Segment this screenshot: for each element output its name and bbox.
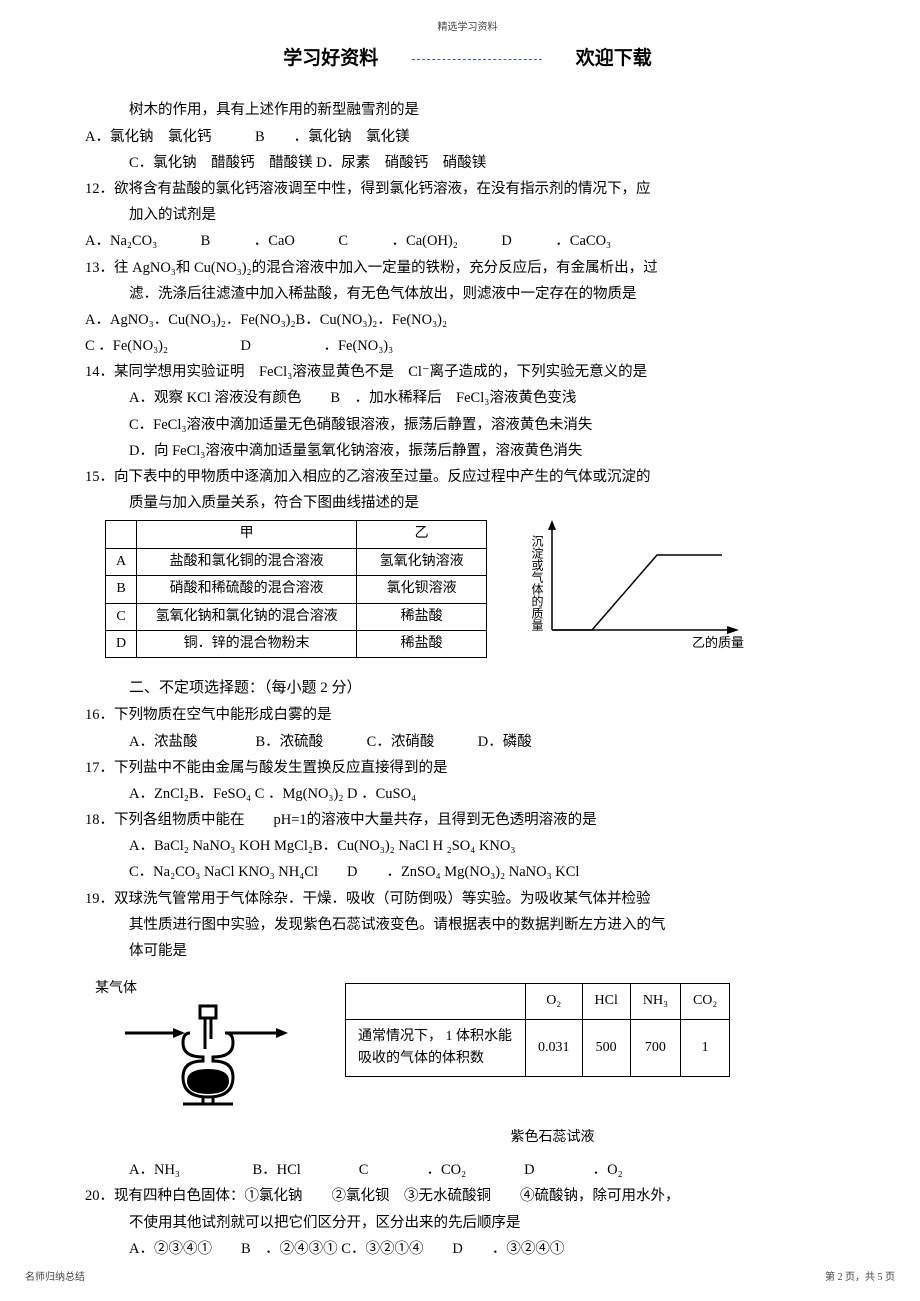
q18-line1: 18．下列各组物质中能在 pH=1的溶液中大量共存，且得到无色透明溶液的是: [85, 809, 850, 832]
q18-opt-c: C．Na₂CO₃ NaCl KNO₃ NH₄Cl D ．ZnSO₄ Mg(NO₃…: [85, 861, 850, 884]
q16-opts: A．浓盐酸 B．浓硫酸 C．浓硝酸 D．磷酸: [85, 731, 850, 754]
section-2-title: 二、不定项选择题：（每小题 2 分）: [85, 676, 850, 700]
content-body: 树木的作用，具有上述作用的新型融雪剂的是 A．氯化钠 氯化钙 B ．氯化钠 氯化…: [85, 99, 850, 1261]
q20-opts: A．②③④① B ．②④③① C．③②①④ D ．③②④①: [85, 1238, 850, 1261]
q12-opts: A．Na₂CO₃ B ．CaO C ．Ca(OH)₂ D ．CaCO₃: [85, 230, 850, 253]
table-cell: B: [106, 576, 137, 603]
q19-opts: A．NH₃ B．HCl C ．CO₂ D ．O₂: [85, 1159, 850, 1182]
q19-line1: 19．双球洗气管常用于气体除杂．干燥．吸收（可防倒吸）等实验。为吸收某气体并检验: [85, 888, 850, 911]
table-cell: D: [106, 630, 137, 657]
table-cell: 700: [630, 1019, 680, 1077]
q11-tail: 树木的作用，具有上述作用的新型融雪剂的是: [85, 99, 850, 122]
q17-opts: A．ZnCl₂B．FeSO₄ C ．Mg(NO₃)₂ D ．CuSO₄: [85, 783, 850, 806]
q13-opt-c: C ．Fe(NO₃)₂ D ．Fe(NO₃)₃: [85, 335, 850, 358]
apparatus-icon: [125, 1001, 305, 1116]
table-cell: C: [106, 603, 137, 630]
q14-opt-d: D．向 FeCl₃溶液中滴加适量氢氧化钠溶液，振荡后静置，溶液黄色消失: [85, 440, 850, 463]
header-right: 欢迎下载: [576, 44, 652, 74]
graph-ylabel: 沉淀或气体的质量: [530, 535, 544, 631]
q14-line1: 14．某同学想用实验证明 FeCl₃溶液显黄色不是 Cl⁻离子造成的，下列实验无…: [85, 361, 850, 384]
q16-line1: 16．下列物质在空气中能形成白雾的是: [85, 704, 850, 727]
table-cell: 氢氧化钠和氯化钠的混合溶液: [137, 603, 357, 630]
q19-th-hcl: HCl: [582, 984, 630, 1019]
q13-line2: 滤．洗涤后往滤渣中加入稀盐酸，有无色气体放出，则滤液中一定存在的物质是: [85, 283, 850, 306]
q19-line2: 其性质进行图中实验，发现紫色石蕊试液变色。请根据表中的数据判断左方进入的气: [85, 914, 850, 937]
q13-line1: 13．往 AgNO₃和 Cu(NO₃)₂的混合溶液中加入一定量的铁粉，充分反应后…: [85, 257, 850, 280]
q19-th-blank: [346, 984, 526, 1019]
q15-th-0: [106, 521, 137, 548]
q19-th-o2: O₂: [526, 984, 583, 1019]
table-cell: 铜．锌的混合物粉末: [137, 630, 357, 657]
table-cell: 氢氧化钠溶液: [357, 548, 487, 575]
table-cell: 氯化钡溶液: [357, 576, 487, 603]
footer-left: 名师归纳总结: [25, 1270, 85, 1286]
table-cell: 0.031: [526, 1019, 583, 1077]
table-cell: A: [106, 548, 137, 575]
header-left: 学习好资料: [283, 44, 378, 74]
footer-right: 第 2 页，共 5 页: [825, 1270, 895, 1286]
table-cell: 硝酸和稀硫酸的混合溶液: [137, 576, 357, 603]
q19-gas-label: 某气体: [95, 978, 335, 1000]
q19-row-label: 通常情况下， 1 体积水能吸收的气体的体积数: [346, 1019, 526, 1077]
q19-th-nh3: NH₃: [630, 984, 680, 1019]
table-cell: 稀盐酸: [357, 603, 487, 630]
q19-th-co2: CO₂: [680, 984, 729, 1019]
q11-opt-a: A．氯化钠 氯化钙 B ．氯化钠 氯化镁: [85, 126, 850, 149]
q20-line1: 20．现有四种白色固体：①氯化钠 ②氯化钡 ③无水硫酸铜 ④硫酸钠，除可用水外，: [85, 1185, 850, 1208]
q15-table-wrap: 甲 乙 A盐酸和氯化铜的混合溶液氢氧化钠溶液 B硝酸和稀硫酸的混合溶液氯化钡溶液…: [85, 520, 850, 658]
table-cell: 1: [680, 1019, 729, 1077]
litmus-label: 紫色石蕊试液: [255, 1127, 850, 1149]
q12-line1: 12．欲将含有盐酸的氯化钙溶液调至中性，得到氯化钙溶液，在没有指示剂的情况下，应: [85, 178, 850, 201]
q18-opt-a: A．BaCl₂ NaNO₃ KOH MgCl₂B．Cu(NO₃)₂ NaCl H…: [85, 835, 850, 858]
q15-line2: 质量与加入质量关系，符合下图曲线描述的是: [85, 492, 850, 515]
q15-graph-icon: 沉淀或气体的质量 乙的质量: [527, 520, 747, 650]
q19-line3: 体可能是: [85, 940, 850, 963]
table-cell: 500: [582, 1019, 630, 1077]
q17-line1: 17．下列盐中不能由金属与酸发生置换反应直接得到的是: [85, 757, 850, 780]
q20-line2: 不使用其他试剂就可以把它们区分开，区分出来的先后顺序是: [85, 1212, 850, 1235]
q12-line2: 加入的试剂是: [85, 204, 850, 227]
q15-th-2: 乙: [357, 521, 487, 548]
top-label: 精选学习资料: [85, 20, 850, 36]
graph-xlabel: 乙的质量: [692, 635, 744, 650]
q15-line1: 15．向下表中的甲物质中逐滴加入相应的乙溶液至过量。反应过程中产生的气体或沉淀的: [85, 466, 850, 489]
table-cell: 盐酸和氯化铜的混合溶液: [137, 548, 357, 575]
q13-opt-a: A．AgNO₃．Cu(NO₃)₂．Fe(NO₃)₂B．Cu(NO₃)₂．Fe(N…: [85, 309, 850, 332]
q14-opt-a: A．观察 KCl 溶液没有颜色 B ．加水稀释后 FeCl₃溶液黄色变浅: [85, 387, 850, 410]
q19-figure-wrap: 某气体 O₂ HCl NH₃ CO₂: [85, 973, 850, 1124]
page-header: 学习好资料 欢迎下载: [85, 44, 850, 74]
q15-th-1: 甲: [137, 521, 357, 548]
q19-table: O₂ HCl NH₃ CO₂ 通常情况下， 1 体积水能吸收的气体的体积数 0.…: [345, 983, 730, 1077]
q14-opt-c: C．FeCl₃溶液中滴加适量无色硝酸银溶液，振荡后静置，溶液黄色未消失: [85, 414, 850, 437]
q11-opt-c: C．氯化钠 醋酸钙 醋酸镁 D．尿素 硝酸钙 硝酸镁: [85, 152, 850, 175]
table-cell: 稀盐酸: [357, 630, 487, 657]
header-divider: [412, 59, 542, 60]
q15-table: 甲 乙 A盐酸和氯化铜的混合溶液氢氧化钠溶液 B硝酸和稀硫酸的混合溶液氯化钡溶液…: [105, 520, 487, 658]
